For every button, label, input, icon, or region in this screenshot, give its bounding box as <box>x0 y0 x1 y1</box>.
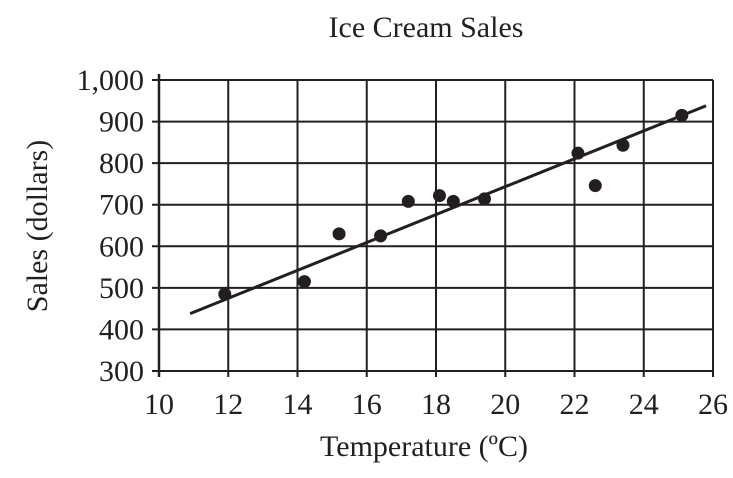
data-point <box>374 229 388 243</box>
x-tick-label: 18 <box>421 388 451 421</box>
x-tick-label: 24 <box>629 388 659 421</box>
x-tick-labels: 10 12 14 16 18 20 22 24 26 <box>144 388 728 421</box>
x-tick-label: 20 <box>490 388 520 421</box>
trend-layer <box>189 104 707 316</box>
y-tick-label: 900 <box>99 106 144 139</box>
points-layer <box>218 108 689 301</box>
chart-title: Ice Cream Sales <box>329 11 524 44</box>
data-point <box>297 275 311 289</box>
x-tick-label: 26 <box>698 388 728 421</box>
y-tick-label: 600 <box>99 230 144 263</box>
y-tick-label: 400 <box>99 313 144 346</box>
data-point <box>616 138 630 152</box>
x-tick-label: 16 <box>352 388 382 421</box>
data-point <box>218 287 232 301</box>
y-tick-labels: 300 400 500 600 700 800 900 1,000 <box>77 64 145 388</box>
y-tick-label: 700 <box>99 189 144 222</box>
data-point <box>446 194 460 208</box>
data-point <box>477 192 491 206</box>
trend-line <box>189 104 707 316</box>
data-point <box>571 146 585 160</box>
x-tick-label: 14 <box>283 388 313 421</box>
x-tick-label: 10 <box>144 388 174 421</box>
data-point <box>401 194 415 208</box>
data-point <box>332 227 346 241</box>
y-tick-label: 1,000 <box>77 64 145 97</box>
data-point <box>432 189 446 203</box>
y-tick-label: 500 <box>99 272 144 305</box>
data-point <box>588 179 602 193</box>
x-axis-label: Temperature (ºC) <box>320 430 528 463</box>
data-point <box>675 108 689 122</box>
y-tick-label: 800 <box>99 147 144 180</box>
y-tick-label: 300 <box>99 355 144 388</box>
grid-layer <box>152 74 714 377</box>
x-tick-label: 12 <box>213 388 243 421</box>
x-tick-label: 22 <box>560 388 590 421</box>
y-axis-label: Sales (dollars) <box>21 140 54 312</box>
